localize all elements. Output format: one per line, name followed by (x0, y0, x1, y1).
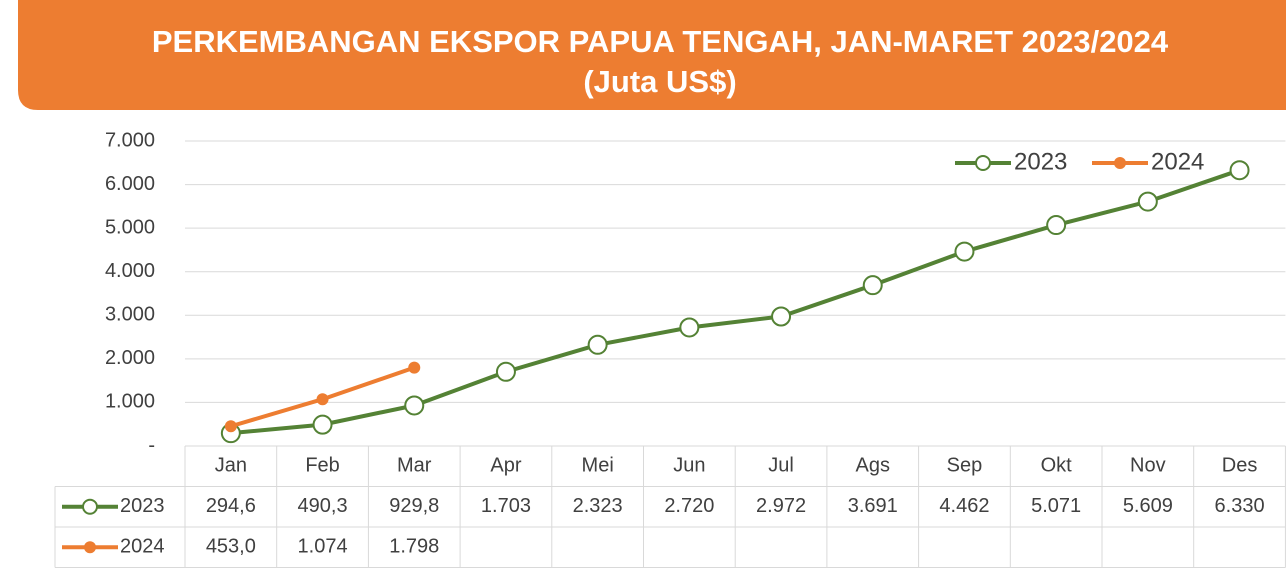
point (587, 334, 608, 355)
y-tick-label: 7.000 (105, 129, 155, 151)
y-tick-label: 5.000 (105, 216, 155, 238)
x-tick-label: Nov (1130, 455, 1166, 477)
table-value: 929,8 (389, 495, 439, 517)
x-tick-label: Feb (305, 455, 339, 477)
point (1046, 215, 1067, 236)
legend-marker (82, 498, 98, 515)
table-value: 1.703 (481, 495, 531, 517)
x-tick-label: Jan (215, 455, 247, 477)
table-value: 453,0 (206, 536, 256, 558)
point (679, 317, 700, 338)
table-value: 2.972 (756, 495, 806, 517)
table-value: 294,6 (206, 495, 256, 517)
x-tick-label: Ags (856, 455, 890, 477)
point (862, 275, 883, 296)
x-tick-label: Jul (768, 455, 794, 477)
table-value: 1.074 (298, 536, 348, 558)
table-value: 4.462 (939, 495, 989, 517)
x-tick-label: Mar (397, 455, 432, 477)
point (1137, 191, 1158, 212)
chart-title: PERKEMBANGAN EKSPOR PAPUA TENGAH, JAN-MA… (152, 24, 1169, 59)
y-tick-label: 2.000 (105, 347, 155, 369)
legend-marker (84, 541, 96, 554)
y-tick-label: 4.000 (105, 260, 155, 282)
table-value: 5.609 (1123, 495, 1173, 517)
x-tick-label: Apr (490, 455, 521, 477)
y-tick-label: 1.000 (105, 391, 155, 413)
y-tick-label: 6.000 (105, 173, 155, 195)
table-value: 2.323 (573, 495, 623, 517)
table-value: 490,3 (298, 495, 348, 517)
point (312, 414, 333, 435)
point (224, 420, 237, 433)
point (408, 361, 421, 374)
x-tick-label: Jun (673, 455, 705, 477)
y-tick-label: - (148, 434, 155, 456)
table-value: 5.071 (1031, 495, 1081, 517)
table-series-label: 2024 (120, 536, 165, 558)
legend-label: 2024 (1151, 148, 1204, 175)
table-value: 3.691 (848, 495, 898, 517)
table-value: 6.330 (1215, 495, 1265, 517)
point (404, 395, 425, 416)
y-tick-label: 3.000 (105, 304, 155, 326)
x-tick-label: Sep (947, 455, 983, 477)
point (771, 306, 792, 327)
table-value: 1.798 (389, 536, 439, 558)
legend-marker (1114, 157, 1126, 169)
header-band (18, 0, 1286, 110)
chart-subtitle: (Juta US$) (583, 64, 736, 99)
x-tick-label: Mei (582, 455, 614, 477)
table-series-label: 2023 (120, 495, 165, 517)
legend-marker (975, 155, 991, 171)
point (1229, 160, 1250, 181)
table-value: 2.720 (664, 495, 714, 517)
point (316, 393, 329, 406)
point (954, 241, 975, 262)
series-line (230, 168, 1241, 436)
point (495, 361, 516, 382)
x-tick-label: Okt (1041, 455, 1073, 477)
legend-label: 2023 (1014, 148, 1067, 175)
x-tick-label: Des (1222, 455, 1258, 477)
